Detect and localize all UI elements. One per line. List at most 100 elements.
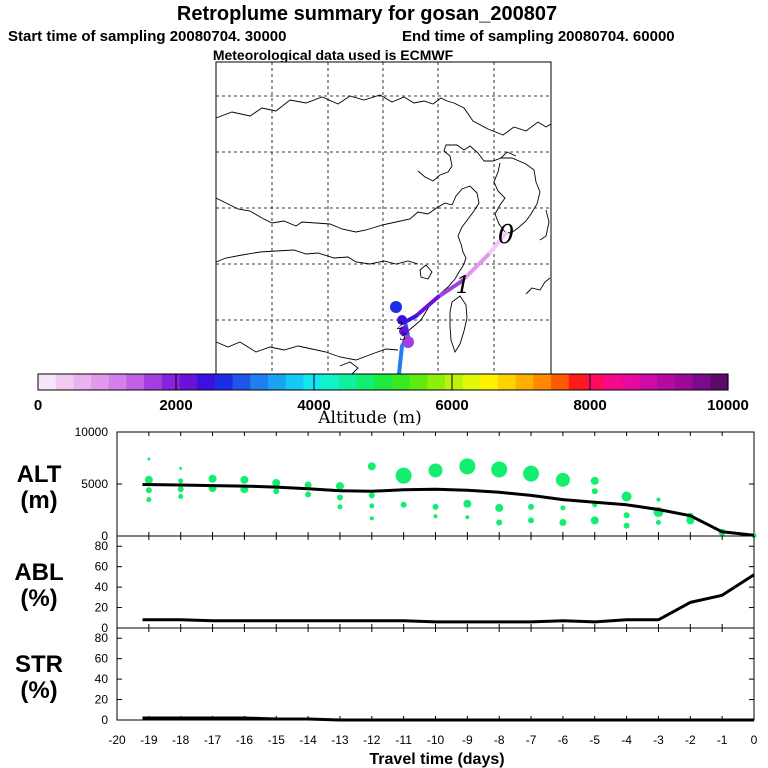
panel-label-name: STR xyxy=(15,651,63,678)
altitude-cluster-point xyxy=(304,481,312,489)
colorbar-segment xyxy=(91,374,110,390)
y-tick-label: 5000 xyxy=(81,477,108,491)
colorbar-segment xyxy=(710,374,729,390)
colorbar-segment xyxy=(73,374,92,390)
colorbar-segment xyxy=(108,374,128,390)
altitude-cluster-point xyxy=(590,476,599,485)
x-tick-label: -18 xyxy=(172,733,190,747)
colorbar-tick-label: 2000 xyxy=(159,397,192,414)
x-tick-label: -10 xyxy=(427,733,445,747)
trajectory-cluster-marker xyxy=(399,326,409,336)
panel-frame xyxy=(116,627,755,721)
colorbar-segment xyxy=(498,374,517,390)
y-tick-label: 60 xyxy=(95,560,109,574)
y-tick-label: 80 xyxy=(95,539,109,553)
trajectory-cluster-marker xyxy=(397,315,407,325)
colorbar-segment xyxy=(391,374,411,390)
colorbar-segment xyxy=(657,374,676,390)
x-tick-label: -5 xyxy=(589,733,600,747)
colorbar-segment xyxy=(444,374,464,390)
altitude-cluster-point xyxy=(336,494,343,501)
panel-frame xyxy=(116,535,755,629)
altitude-cluster-point xyxy=(305,491,312,498)
panel-label-name: ALT xyxy=(17,461,62,488)
altitude-cluster-point xyxy=(433,514,438,519)
colorbar-segment xyxy=(462,374,481,390)
colorbar-segment xyxy=(480,374,499,390)
altitude-cluster-point xyxy=(555,472,570,487)
altitude-cluster-point xyxy=(495,503,504,512)
y-tick-label: 10000 xyxy=(75,425,109,439)
colorbar-segment xyxy=(179,374,198,390)
met-data-label: Meteorological data used is ECMWF xyxy=(213,47,454,63)
colorbar-segment xyxy=(197,374,216,390)
day-marker-0: 0 xyxy=(498,220,515,250)
colorbar-segment xyxy=(427,374,446,390)
x-tick-label: -13 xyxy=(331,733,349,747)
altitude-cluster-point xyxy=(146,497,152,503)
map-coastlines xyxy=(215,94,552,375)
altitude-cluster-point xyxy=(179,466,183,470)
altitude-cluster-point xyxy=(273,488,280,495)
altitude-cluster-point xyxy=(432,503,439,510)
altitude-cluster-point xyxy=(591,488,598,495)
altitude-cluster-point xyxy=(369,503,375,509)
colorbar-segment xyxy=(38,374,57,390)
colorbar-segment xyxy=(515,374,534,390)
colorbar-segment xyxy=(692,374,711,390)
altitude-cluster-point xyxy=(623,512,630,519)
trajectory-cluster-marker xyxy=(390,301,402,313)
panel-label-unit: (m) xyxy=(20,487,57,514)
x-tick-label: -3 xyxy=(653,733,664,747)
y-tick-label: 20 xyxy=(95,601,109,615)
altitude-cluster-point xyxy=(559,518,567,526)
day-marker-3: 3 xyxy=(400,332,406,343)
trajectory-cluster-marker xyxy=(402,336,414,348)
altitude-cluster-point xyxy=(686,516,695,525)
altitude-cluster-point xyxy=(147,457,151,461)
map-graticule xyxy=(216,62,551,374)
colorbar-segment xyxy=(268,374,287,390)
panel-label-unit: (%) xyxy=(20,677,57,704)
x-tick-label: -1 xyxy=(717,733,728,747)
x-tick-label: -16 xyxy=(236,733,254,747)
colorbar-tick-label: 4000 xyxy=(297,397,330,414)
colorbar-segment xyxy=(604,374,623,390)
altitude-cluster-point xyxy=(400,501,407,508)
y-tick-label: 0 xyxy=(101,713,108,727)
altitude-cluster-point xyxy=(523,465,540,482)
colorbar-segment xyxy=(338,374,358,390)
figure-title: Retroplume summary for gosan_200807 xyxy=(177,3,557,25)
colorbar-segment xyxy=(321,374,340,390)
altitude-cluster-point xyxy=(177,486,184,493)
colorbar-segment xyxy=(285,374,304,390)
y-tick-label: 20 xyxy=(95,693,109,707)
altitude-cluster-point xyxy=(369,516,374,521)
day-marker-1: 1 xyxy=(455,271,470,299)
x-axis-title: Travel time (days) xyxy=(369,751,504,768)
colorbar-segment xyxy=(126,374,145,390)
colorbar-segment xyxy=(303,374,322,390)
x-tick-label: -11 xyxy=(395,733,412,747)
colorbar-segment xyxy=(161,374,181,390)
day-marker-2: 2 xyxy=(396,321,403,332)
series-line xyxy=(142,483,755,537)
altitude-cluster-point xyxy=(590,516,599,525)
x-tick-label: -15 xyxy=(268,733,286,747)
colorbar-segment xyxy=(356,374,375,390)
altitude-cluster-point xyxy=(367,462,376,471)
altitude-cluster-point xyxy=(655,519,661,525)
altitude-cluster-point xyxy=(528,503,535,510)
altitude-panel: 0 5000 10000 ALT(m) xyxy=(17,425,757,543)
colorbar-tick-label: 6000 xyxy=(435,397,468,414)
altitude-cluster-point xyxy=(208,474,217,483)
altitude-cluster-point xyxy=(272,478,281,487)
day-markers: 0 1 2 3 xyxy=(396,220,514,343)
altitude-cluster-point xyxy=(560,505,566,511)
colorbar-segment xyxy=(639,374,658,390)
altitude-cluster-point xyxy=(144,475,153,484)
altitude-cluster-point xyxy=(656,497,661,502)
panel-label-name: ABL xyxy=(14,559,63,586)
colorbar-tick-label: 8000 xyxy=(573,397,606,414)
